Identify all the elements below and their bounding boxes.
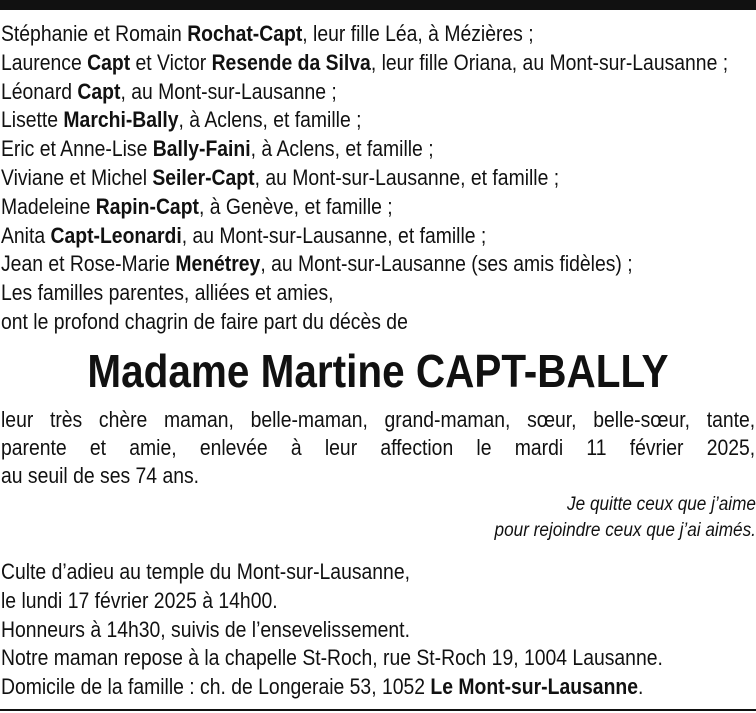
- text-segment: , à Aclens, et famille ;: [250, 136, 434, 162]
- family-line: Léonard Capt, au Mont-sur-Lausanne ;: [1, 78, 755, 107]
- family-line: Laurence Capt et Victor Resende da Silva…: [1, 49, 755, 78]
- family-line: Les familles parentes, alliées et amies,: [1, 279, 755, 308]
- family-line: Stéphanie et Romain Rochat-Capt, leur fi…: [1, 20, 755, 49]
- text-segment: , au Mont-sur-Lausanne, et famille ;: [254, 164, 560, 190]
- family-line: Jean et Rose-Marie Menétrey, au Mont-sur…: [1, 250, 755, 279]
- family-name-bold: Capt-Leonardi: [50, 222, 182, 248]
- family-line: ont le profond chagrin de faire part du …: [1, 308, 755, 337]
- text-segment: Stéphanie et Romain: [1, 21, 188, 46]
- text-segment: le lundi 17 février 2025 à 14h00.: [1, 587, 278, 613]
- family-name-bold: Menétrey: [175, 251, 261, 277]
- family-name-bold: Marchi-Bally: [63, 107, 179, 133]
- text-segment: et Victor: [130, 49, 212, 75]
- service-line: Domicile de la famille : ch. de Longerai…: [1, 673, 755, 702]
- text-segment: Jean et Rose-Marie: [1, 251, 176, 277]
- family-line: Viviane et Michel Seiler-Capt, au Mont-s…: [1, 164, 755, 193]
- family-line: Eric et Anne-Lise Bally-Faini, à Aclens,…: [1, 135, 755, 164]
- top-border: [0, 0, 756, 10]
- family-name-bold: Resende da Silva: [211, 49, 371, 75]
- text-segment: , leur fille Léa, à Mézières ;: [302, 21, 534, 46]
- text-segment: , au Mont-sur-Lausanne (ses amis fidèles…: [260, 251, 633, 277]
- family-name-bold: Le Mont-sur-Lausanne: [430, 674, 638, 700]
- text-segment: .: [637, 674, 644, 700]
- text-segment: ont le profond chagrin de faire part du …: [1, 308, 408, 334]
- text-segment: , leur fille Oriana, au Mont-sur-Lausann…: [370, 49, 729, 75]
- family-list: Stéphanie et Romain Rochat-Capt, leur fi…: [1, 20, 755, 337]
- text-segment: Culte d’adieu au temple du Mont-sur-Laus…: [1, 559, 410, 584]
- quote-line: Je quitte ceux que j’aime: [567, 493, 756, 515]
- family-line: Anita Capt-Leonardi, au Mont-sur-Lausann…: [1, 222, 755, 251]
- text-segment: Anita: [1, 222, 51, 248]
- family-name-bold: Capt: [87, 49, 131, 75]
- text-segment: Domicile de la famille : ch. de Longerai…: [1, 674, 431, 700]
- family-name-bold: Rochat-Capt: [187, 21, 303, 46]
- text-segment: Eric et Anne-Lise: [1, 136, 153, 162]
- text-segment: Laurence: [1, 49, 88, 75]
- quote: Je quitte ceux que j’aime pour rejoindre …: [0, 491, 756, 543]
- text-segment: Viviane et Michel: [1, 164, 153, 190]
- text-segment: Léonard: [1, 78, 78, 104]
- service-line: Honneurs à 14h30, suivis de l’enseveliss…: [1, 616, 755, 645]
- text-segment: , à Aclens, et famille ;: [178, 107, 362, 133]
- family-name-bold: Capt: [77, 78, 121, 104]
- service-line: Culte d’adieu au temple du Mont-sur-Laus…: [1, 558, 755, 587]
- text-segment: Les familles parentes, alliées et amies,: [1, 280, 334, 306]
- text-segment: , au Mont-sur-Lausanne ;: [120, 78, 337, 104]
- service-details: Culte d’adieu au temple du Mont-sur-Laus…: [1, 558, 755, 702]
- paragraph-line: parente et amie, enlevée à leur affectio…: [1, 435, 756, 460]
- family-name-bold: Seiler-Capt: [152, 164, 255, 190]
- service-line: le lundi 17 février 2025 à 14h00.: [1, 587, 755, 616]
- family-line: Lisette Marchi-Bally, à Aclens, et famil…: [1, 106, 755, 135]
- quote-line: pour rejoindre ceux que j’ai aimés.: [494, 519, 756, 541]
- text-segment: Notre maman repose à la chapelle St-Roch…: [1, 645, 663, 671]
- family-name-bold: Rapin-Capt: [95, 193, 199, 219]
- family-name-bold: Bally-Faini: [152, 136, 251, 162]
- service-line: Notre maman repose à la chapelle St-Roch…: [1, 644, 755, 673]
- deceased-name: Madame Martine CAPT-BALLY: [87, 345, 669, 397]
- text-segment: Madeleine: [1, 193, 96, 219]
- family-line: Madeleine Rapin-Capt, à Genève, et famil…: [1, 193, 755, 222]
- paragraph-line: au seuil de ses 74 ans.: [1, 463, 200, 488]
- text-segment: Lisette: [1, 107, 64, 133]
- bottom-border: [0, 709, 756, 711]
- announcement-paragraph: leur très chère maman, belle-maman, gran…: [1, 406, 755, 490]
- text-segment: , à Genève, et famille ;: [198, 193, 393, 219]
- paragraph-line: leur très chère maman, belle-maman, gran…: [1, 407, 756, 432]
- text-segment: Honneurs à 14h30, suivis de l’enseveliss…: [1, 616, 410, 642]
- text-segment: , au Mont-sur-Lausanne, et famille ;: [181, 222, 487, 248]
